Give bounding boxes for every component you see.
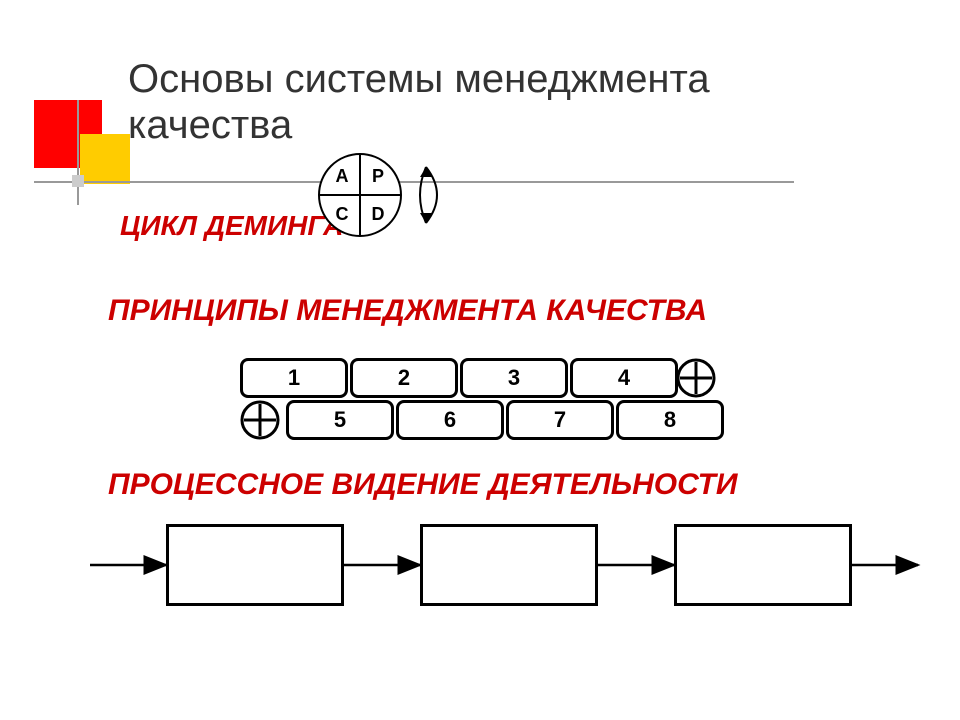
process-box-3 (674, 524, 852, 606)
process-box-1 (166, 524, 344, 606)
process-flow-svg (0, 0, 960, 720)
process-box-2 (420, 524, 598, 606)
